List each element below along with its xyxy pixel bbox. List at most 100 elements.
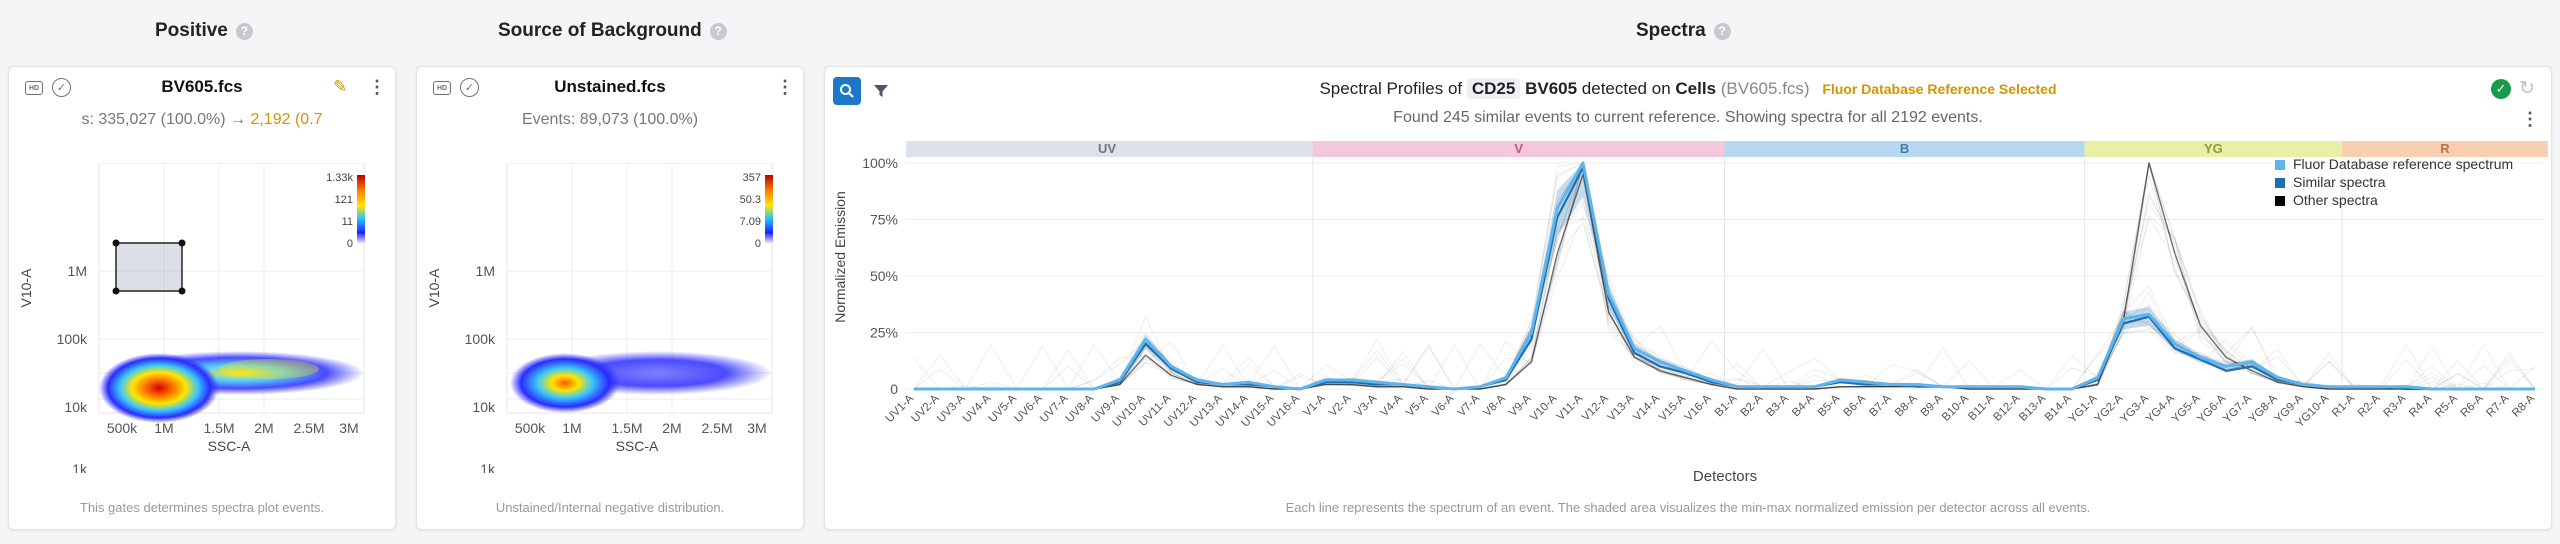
y-tick: 100k bbox=[57, 331, 88, 347]
check-circle-icon[interactable]: ✓ bbox=[52, 78, 71, 97]
y-tick: 25% bbox=[870, 325, 898, 341]
hd-icon[interactable]: HD bbox=[25, 81, 43, 95]
x-tick: 500k bbox=[107, 420, 138, 436]
background-footer: Unstained/Internal negative distribution… bbox=[495, 500, 725, 515]
positive-density-plot[interactable]: 1M 100k 10k 1k V10-A 500k 1M 1.5M 2M 2.5… bbox=[9, 163, 397, 473]
x-tick: B2-A bbox=[1739, 392, 1766, 419]
x-tick: V1-A bbox=[1301, 392, 1328, 419]
filter-button[interactable] bbox=[867, 77, 895, 105]
laser-label: R bbox=[2440, 141, 2450, 156]
help-icon[interactable]: ? bbox=[235, 22, 253, 40]
background-column-title: Source of Background ? bbox=[498, 20, 727, 42]
positive-subtitle: s: 335,027 (100.0%) → 2,192 (0.7 bbox=[81, 111, 323, 128]
x-tick: V13-A bbox=[1605, 392, 1636, 423]
y-tick: 10k bbox=[472, 399, 496, 415]
x-tick: 2M bbox=[254, 420, 273, 436]
background-card: HD ✓ Unstained.fcs ⋮ Events: 89,073 (100… bbox=[416, 66, 804, 530]
scale-label: 7.09 bbox=[740, 216, 761, 228]
gate-rectangle[interactable] bbox=[115, 242, 183, 292]
x-tick: UV6-A bbox=[1012, 392, 1045, 425]
help-icon[interactable]: ? bbox=[1713, 22, 1731, 40]
y-tick: 1k bbox=[480, 461, 496, 473]
laser-band-uv bbox=[906, 141, 1318, 157]
filter-icon bbox=[874, 85, 888, 97]
x-tick: V12-A bbox=[1580, 392, 1611, 423]
x-tick: R5-A bbox=[2433, 392, 2460, 419]
spectra-chart[interactable]: UV V B YG R UV1-AUV2-AUV3-AUV4-AUV5-AUV6-AUV… bbox=[825, 127, 2551, 487]
x-tick: B8-A bbox=[1893, 392, 1920, 419]
positive-file-name: BV605.fcs bbox=[161, 77, 243, 96]
scale-label: 50.3 bbox=[740, 194, 761, 206]
series-line-2 bbox=[914, 162, 2535, 390]
x-axis-label: SSC-A bbox=[208, 438, 251, 454]
x-tick: B11-A bbox=[1966, 392, 1997, 423]
x-tick: B5-A bbox=[1816, 392, 1843, 419]
x-tick: V10-A bbox=[1528, 392, 1559, 423]
y-axis-label: Normalized Emission bbox=[832, 191, 848, 322]
y-tick: 0 bbox=[890, 381, 898, 397]
x-tick: 2M bbox=[662, 420, 681, 436]
marker-chip: CD25 bbox=[1466, 78, 1521, 99]
x-tick: 3M bbox=[339, 420, 358, 436]
legend-swatch bbox=[2275, 196, 2285, 206]
y-tick: 100k bbox=[465, 331, 496, 347]
x-tick: R3-A bbox=[2381, 392, 2408, 419]
reference-note: Fluor Database Reference Selected bbox=[1822, 81, 2057, 97]
x-tick: UV5-A bbox=[987, 392, 1020, 425]
background-density-plot[interactable]: 1M 100k 10k 1k V10-A 500k 1M 1.5M 2M 2.5… bbox=[417, 163, 805, 473]
x-tick: 1.5M bbox=[203, 420, 234, 436]
spectra-column-title: Spectra ? bbox=[1636, 20, 1731, 42]
spectra-title-text: Spectra bbox=[1636, 20, 1706, 41]
x-tick: V6-A bbox=[1430, 392, 1457, 419]
check-circle-icon[interactable]: ✓ bbox=[460, 78, 479, 97]
y-tick: 1k bbox=[72, 461, 88, 473]
positive-footer: This gates determines spectra plot event… bbox=[79, 500, 325, 515]
x-tick: B10-A bbox=[1940, 392, 1971, 423]
help-icon[interactable]: ? bbox=[709, 22, 727, 40]
legend-swatch bbox=[2275, 178, 2285, 188]
kebab-menu-icon[interactable]: ⋮ bbox=[2521, 109, 2539, 129]
scale-label: 357 bbox=[743, 172, 761, 184]
x-tick: B13-A bbox=[2017, 392, 2048, 423]
laser-label: UV bbox=[1098, 141, 1116, 156]
legend-entry: Other spectra bbox=[2293, 192, 2378, 208]
kebab-menu-icon[interactable]: ⋮ bbox=[776, 77, 794, 97]
laser-label: V bbox=[1514, 141, 1523, 156]
refresh-icon[interactable]: ↻ bbox=[2519, 78, 2535, 99]
search-button[interactable] bbox=[833, 77, 861, 105]
scale-label: 0 bbox=[755, 238, 761, 250]
x-tick: R8-A bbox=[2510, 392, 2537, 419]
y-tick: 10k bbox=[64, 399, 88, 415]
hd-icon[interactable]: HD bbox=[433, 81, 451, 95]
background-title-text: Source of Background bbox=[498, 20, 702, 41]
x-tick: R1-A bbox=[2330, 392, 2357, 419]
kebab-menu-icon[interactable]: ⋮ bbox=[368, 77, 386, 97]
x-tick: B3-A bbox=[1764, 392, 1791, 419]
positive-card: HD ✓ BV605.fcs ✎ ⋮ s: 335,027 (100.0%) →… bbox=[8, 66, 396, 530]
pencil-icon[interactable]: ✎ bbox=[333, 77, 348, 96]
population-name: Cells bbox=[1675, 79, 1717, 98]
x-tick: UV4-A bbox=[961, 392, 994, 425]
x-tick: 1M bbox=[154, 420, 173, 436]
x-axis-label: SSC-A bbox=[616, 438, 659, 454]
series-line-0 bbox=[914, 161, 2535, 391]
x-tick: V7-A bbox=[1456, 392, 1483, 419]
x-tick: V14-A bbox=[1631, 392, 1662, 423]
x-tick: UV3-A bbox=[935, 392, 968, 425]
y-tick: 50% bbox=[870, 268, 898, 284]
x-tick: UV1-A bbox=[884, 392, 917, 425]
y-axis-label: V10-A bbox=[18, 268, 34, 308]
x-tick: UV7-A bbox=[1038, 392, 1071, 425]
spectra-subtitle: Found 245 similar events to current refe… bbox=[1393, 109, 1983, 126]
x-tick: B4-A bbox=[1790, 392, 1817, 419]
spectra-card: Spectral Profiles of CD25 BV605 detected… bbox=[824, 66, 2552, 530]
x-tick: 3M bbox=[747, 420, 766, 436]
x-tick: V15-A bbox=[1657, 392, 1688, 423]
scale-label: 11 bbox=[342, 216, 353, 228]
laser-band-yg bbox=[2084, 141, 2343, 157]
x-tick: 2.5M bbox=[701, 420, 732, 436]
x-tick: V4-A bbox=[1378, 392, 1405, 419]
x-tick: UV8-A bbox=[1064, 392, 1097, 425]
laser-label: B bbox=[1900, 141, 1909, 156]
gate-handles[interactable] bbox=[112, 239, 186, 295]
